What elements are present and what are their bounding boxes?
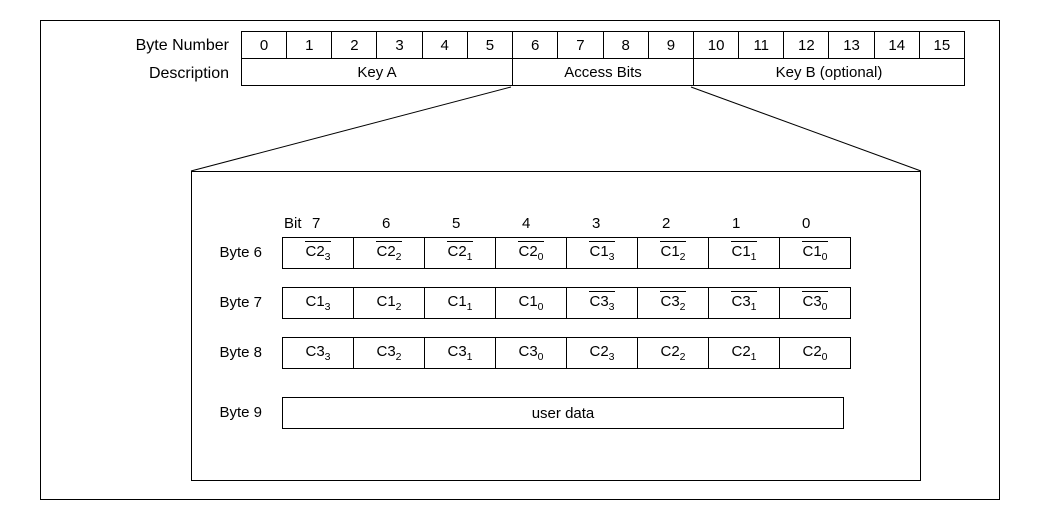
bit-number-header: 2	[662, 215, 670, 232]
bit-number-header: 1	[732, 215, 740, 232]
byte-number-cell: 13	[829, 32, 874, 59]
byte-number-cell: 12	[784, 32, 829, 59]
byte9-label: Byte 9	[152, 404, 262, 421]
bit-number-header: 0	[802, 215, 810, 232]
access-bit-cell: C11	[709, 238, 780, 269]
access-bit-cell: C31	[425, 338, 496, 369]
bit-number-header: 7	[312, 215, 320, 232]
access-bit-cell: C22	[638, 338, 709, 369]
top-byte-table: 0123456789101112131415 Key A Access Bits…	[241, 31, 965, 86]
description-label: Description	[81, 65, 229, 83]
access-bit-cell: C10	[496, 288, 567, 319]
byte-number-cell: 0	[242, 32, 287, 59]
access-bit-cell: C32	[354, 338, 425, 369]
byte7-label: Byte 7	[152, 294, 262, 311]
byte-number-cell: 6	[513, 32, 558, 59]
access-bit-cell: C23	[283, 238, 354, 269]
byte-number-label: Byte Number	[81, 37, 229, 55]
access-bit-cell: C12	[354, 288, 425, 319]
bit-number-header: 3	[592, 215, 600, 232]
byte8-row: C33C32C31C30C23C22C21C20	[282, 337, 851, 369]
byte-number-cell: 8	[603, 32, 648, 59]
access-bit-cell: C32	[638, 288, 709, 319]
key-b-cell: Key B (optional)	[694, 59, 965, 86]
byte-number-cell: 10	[694, 32, 739, 59]
access-bit-cell: C30	[780, 288, 851, 319]
byte-number-cell: 4	[422, 32, 467, 59]
byte-number-cell: 2	[332, 32, 377, 59]
byte-number-row: 0123456789101112131415	[242, 32, 965, 59]
access-bit-cell: C21	[425, 238, 496, 269]
byte-number-cell: 1	[287, 32, 332, 59]
user-data-cell: user data	[283, 398, 844, 429]
byte7-row: C13C12C11C10C33C32C31C30	[282, 287, 851, 319]
access-bit-cell: C30	[496, 338, 567, 369]
bit-number-header: 4	[522, 215, 530, 232]
access-bit-cell: C33	[283, 338, 354, 369]
byte-number-cell: 11	[739, 32, 784, 59]
access-bit-cell: C10	[780, 238, 851, 269]
access-bit-cell: C21	[709, 338, 780, 369]
access-bit-cell: C13	[567, 238, 638, 269]
access-bit-cell: C20	[780, 338, 851, 369]
byte6-row: C23C22C21C20C13C12C11C10	[282, 237, 851, 269]
access-bit-cell: C31	[709, 288, 780, 319]
byte-number-cell: 7	[558, 32, 603, 59]
bit-number-header: 6	[382, 215, 390, 232]
access-bit-cell: C33	[567, 288, 638, 319]
access-bit-cell: C12	[638, 238, 709, 269]
access-bit-cell: C11	[425, 288, 496, 319]
bit-number-header: 5	[452, 215, 460, 232]
byte-number-cell: 15	[919, 32, 964, 59]
outer-frame: Byte Number Description 0123456789101112…	[40, 20, 1000, 500]
byte9-row: user data	[282, 397, 844, 429]
page: Byte Number Description 0123456789101112…	[0, 0, 1050, 524]
byte-number-cell: 3	[377, 32, 422, 59]
byte6-label: Byte 6	[152, 244, 262, 261]
access-bits-cell: Access Bits	[513, 59, 694, 86]
access-bits-detail-frame: Bit 76543210 Byte 6 Byte 7 Byte 8 Byte 9…	[191, 171, 921, 481]
byte-number-cell: 5	[467, 32, 512, 59]
access-bit-cell: C13	[283, 288, 354, 319]
bit-header-word: Bit	[284, 215, 302, 232]
key-a-cell: Key A	[242, 59, 513, 86]
byte8-label: Byte 8	[152, 344, 262, 361]
description-row: Key A Access Bits Key B (optional)	[242, 59, 965, 86]
access-bit-cell: C22	[354, 238, 425, 269]
access-bit-cell: C20	[496, 238, 567, 269]
access-bit-cell: C23	[567, 338, 638, 369]
byte-number-cell: 14	[874, 32, 919, 59]
byte-number-cell: 9	[648, 32, 693, 59]
